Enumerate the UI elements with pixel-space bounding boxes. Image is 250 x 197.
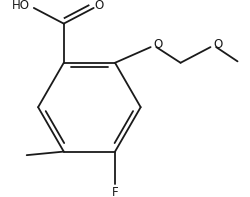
Text: F: F — [112, 186, 118, 197]
Text: O: O — [213, 38, 222, 51]
Text: O: O — [94, 0, 103, 12]
Text: HO: HO — [12, 0, 30, 12]
Text: O: O — [153, 38, 162, 51]
